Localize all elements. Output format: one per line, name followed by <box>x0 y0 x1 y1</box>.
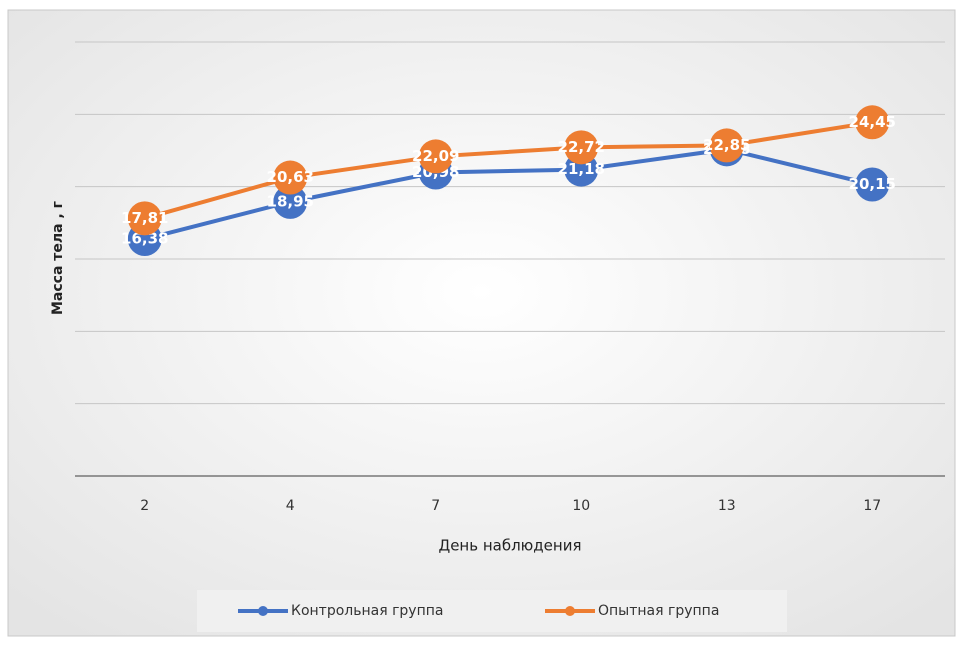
data-label: 20,15 <box>849 175 896 193</box>
x-tick-label: 13 <box>718 498 736 514</box>
series-line <box>144 120 873 221</box>
marker <box>127 201 162 236</box>
x-tick-label: 7 <box>431 498 440 514</box>
x-axis-label: День наблюдения <box>438 537 581 555</box>
legend-label: Опытная группа <box>598 603 719 619</box>
marker <box>709 128 744 163</box>
data-label: 16,38 <box>121 230 168 248</box>
legend-label: Контрольная группа <box>291 603 443 619</box>
marker <box>273 184 308 219</box>
data-label: 17,81 <box>121 209 168 227</box>
data-label: 21,18 <box>558 160 605 178</box>
data-label: 18,95 <box>267 192 314 210</box>
legend-marker <box>565 606 575 616</box>
series-line <box>144 147 873 241</box>
data-label: 24,45 <box>849 113 896 131</box>
x-tick-label: 17 <box>863 498 881 514</box>
legend <box>197 590 787 632</box>
data-label: 20,63 <box>267 168 314 186</box>
x-tick-label: 10 <box>572 498 590 514</box>
marker <box>855 167 890 202</box>
marker <box>418 139 453 174</box>
marker <box>273 160 308 195</box>
x-tick-label: 4 <box>286 498 295 514</box>
marker <box>564 130 599 165</box>
data-label: 22,85 <box>703 136 750 154</box>
marker <box>855 105 890 140</box>
y-axis-label: Масса тела , г <box>50 201 66 315</box>
data-label: 22,72 <box>558 138 605 156</box>
data-label: 22,09 <box>412 147 459 165</box>
legend-marker <box>258 606 268 616</box>
x-tick-label: 2 <box>140 498 149 514</box>
